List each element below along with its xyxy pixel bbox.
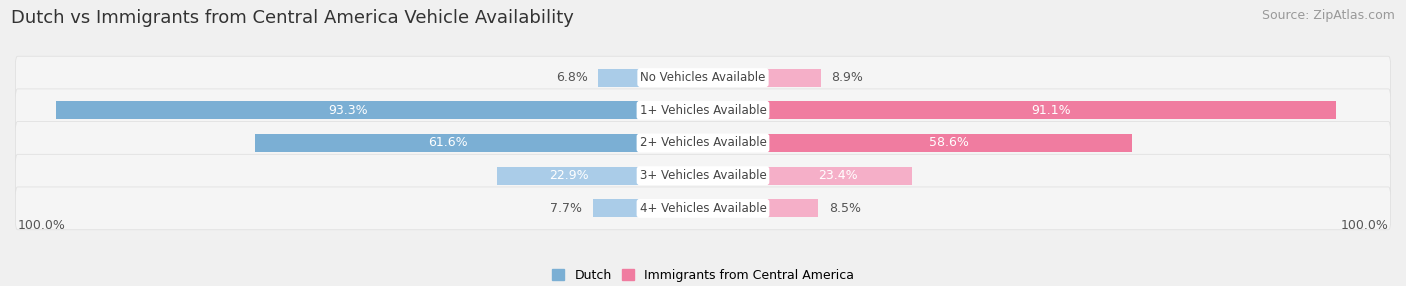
Text: 6.8%: 6.8% xyxy=(557,71,588,84)
Text: 7.7%: 7.7% xyxy=(550,202,582,215)
Text: Source: ZipAtlas.com: Source: ZipAtlas.com xyxy=(1261,9,1395,21)
Text: Dutch vs Immigrants from Central America Vehicle Availability: Dutch vs Immigrants from Central America… xyxy=(11,9,574,27)
Text: 100.0%: 100.0% xyxy=(17,219,66,232)
FancyBboxPatch shape xyxy=(15,89,1391,132)
Text: No Vehicles Available: No Vehicles Available xyxy=(640,71,766,84)
Text: 61.6%: 61.6% xyxy=(427,136,468,150)
Bar xyxy=(498,167,641,185)
Bar xyxy=(593,199,641,217)
Bar xyxy=(254,134,641,152)
FancyBboxPatch shape xyxy=(15,154,1391,197)
Text: 3+ Vehicles Available: 3+ Vehicles Available xyxy=(640,169,766,182)
Text: 91.1%: 91.1% xyxy=(1031,104,1070,117)
Bar xyxy=(599,69,641,87)
Bar xyxy=(765,101,1336,119)
Text: 8.5%: 8.5% xyxy=(828,202,860,215)
FancyBboxPatch shape xyxy=(15,122,1391,164)
Text: 8.9%: 8.9% xyxy=(831,71,863,84)
FancyBboxPatch shape xyxy=(15,187,1391,230)
Text: 1+ Vehicles Available: 1+ Vehicles Available xyxy=(640,104,766,117)
Bar xyxy=(765,199,818,217)
Bar xyxy=(765,167,911,185)
Bar xyxy=(765,134,1132,152)
Bar xyxy=(56,101,641,119)
FancyBboxPatch shape xyxy=(15,56,1391,99)
Text: 100.0%: 100.0% xyxy=(1340,219,1389,232)
Text: 58.6%: 58.6% xyxy=(929,136,969,150)
Text: 93.3%: 93.3% xyxy=(329,104,368,117)
Text: 22.9%: 22.9% xyxy=(550,169,589,182)
Text: 4+ Vehicles Available: 4+ Vehicles Available xyxy=(640,202,766,215)
Bar xyxy=(765,69,821,87)
Text: 2+ Vehicles Available: 2+ Vehicles Available xyxy=(640,136,766,150)
Legend: Dutch, Immigrants from Central America: Dutch, Immigrants from Central America xyxy=(547,264,859,286)
Text: 23.4%: 23.4% xyxy=(818,169,858,182)
